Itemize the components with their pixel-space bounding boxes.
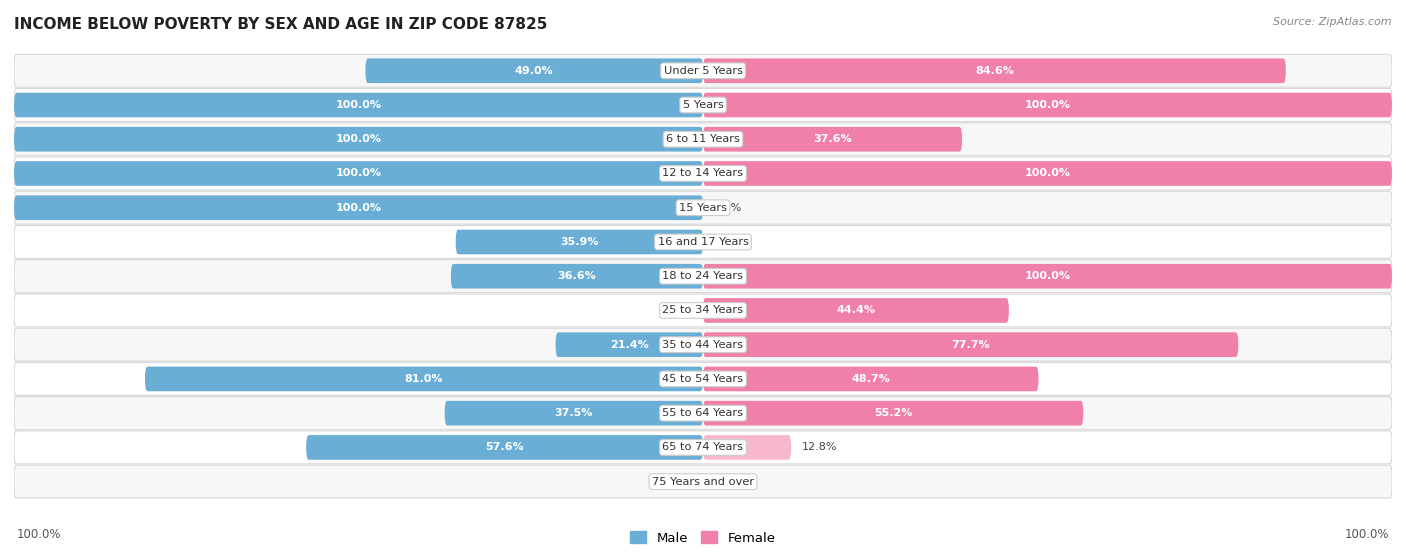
Text: 100.0%: 100.0% xyxy=(1344,528,1389,541)
Text: 100.0%: 100.0% xyxy=(1025,271,1070,281)
Text: 100.0%: 100.0% xyxy=(336,134,381,145)
Text: 75 Years and over: 75 Years and over xyxy=(652,477,754,487)
Text: 37.5%: 37.5% xyxy=(554,408,593,418)
Text: 25 to 34 Years: 25 to 34 Years xyxy=(662,305,744,315)
Text: 44.4%: 44.4% xyxy=(837,305,876,315)
FancyBboxPatch shape xyxy=(307,435,703,460)
Text: 0.0%: 0.0% xyxy=(713,477,741,487)
Text: 100.0%: 100.0% xyxy=(336,203,381,213)
FancyBboxPatch shape xyxy=(14,195,703,220)
Text: 12.8%: 12.8% xyxy=(801,442,837,453)
Text: 55 to 64 Years: 55 to 64 Years xyxy=(662,408,744,418)
FancyBboxPatch shape xyxy=(14,127,703,152)
Text: 81.0%: 81.0% xyxy=(405,374,443,384)
FancyBboxPatch shape xyxy=(145,367,703,391)
Text: Source: ZipAtlas.com: Source: ZipAtlas.com xyxy=(1274,17,1392,27)
Text: 0.0%: 0.0% xyxy=(713,203,741,213)
Text: Under 5 Years: Under 5 Years xyxy=(664,66,742,76)
FancyBboxPatch shape xyxy=(703,59,1286,83)
Text: 37.6%: 37.6% xyxy=(813,134,852,145)
FancyBboxPatch shape xyxy=(14,294,1392,327)
FancyBboxPatch shape xyxy=(14,191,1392,224)
FancyBboxPatch shape xyxy=(14,465,1392,498)
FancyBboxPatch shape xyxy=(703,435,792,460)
FancyBboxPatch shape xyxy=(14,260,1392,292)
FancyBboxPatch shape xyxy=(14,157,1392,190)
FancyBboxPatch shape xyxy=(14,93,703,117)
Text: 55.2%: 55.2% xyxy=(875,408,912,418)
Text: 0.0%: 0.0% xyxy=(665,477,693,487)
FancyBboxPatch shape xyxy=(444,401,703,426)
Text: 100.0%: 100.0% xyxy=(1025,169,1070,179)
FancyBboxPatch shape xyxy=(703,401,1083,426)
FancyBboxPatch shape xyxy=(451,264,703,288)
FancyBboxPatch shape xyxy=(14,89,1392,122)
FancyBboxPatch shape xyxy=(14,225,1392,258)
FancyBboxPatch shape xyxy=(703,298,1010,323)
Text: 35.9%: 35.9% xyxy=(560,237,599,247)
Text: INCOME BELOW POVERTY BY SEX AND AGE IN ZIP CODE 87825: INCOME BELOW POVERTY BY SEX AND AGE IN Z… xyxy=(14,17,547,32)
Text: 5 Years: 5 Years xyxy=(683,100,723,110)
Text: 36.6%: 36.6% xyxy=(558,271,596,281)
FancyBboxPatch shape xyxy=(555,333,703,357)
Text: 48.7%: 48.7% xyxy=(852,374,890,384)
FancyBboxPatch shape xyxy=(703,127,962,152)
Text: 100.0%: 100.0% xyxy=(17,528,62,541)
FancyBboxPatch shape xyxy=(14,161,703,186)
Text: 6 to 11 Years: 6 to 11 Years xyxy=(666,134,740,145)
FancyBboxPatch shape xyxy=(14,431,1392,464)
Text: 35 to 44 Years: 35 to 44 Years xyxy=(662,340,744,350)
Text: 77.7%: 77.7% xyxy=(952,340,990,350)
Text: 45 to 54 Years: 45 to 54 Years xyxy=(662,374,744,384)
Text: 0.0%: 0.0% xyxy=(713,237,741,247)
Text: 15 Years: 15 Years xyxy=(679,203,727,213)
Text: 84.6%: 84.6% xyxy=(974,66,1014,76)
FancyBboxPatch shape xyxy=(14,54,1392,87)
Text: 16 and 17 Years: 16 and 17 Years xyxy=(658,237,748,247)
FancyBboxPatch shape xyxy=(703,333,1239,357)
FancyBboxPatch shape xyxy=(703,161,1392,186)
FancyBboxPatch shape xyxy=(456,230,703,254)
FancyBboxPatch shape xyxy=(703,367,1039,391)
Text: 65 to 74 Years: 65 to 74 Years xyxy=(662,442,744,453)
FancyBboxPatch shape xyxy=(14,397,1392,430)
FancyBboxPatch shape xyxy=(14,363,1392,396)
Text: 100.0%: 100.0% xyxy=(336,169,381,179)
Text: 12 to 14 Years: 12 to 14 Years xyxy=(662,169,744,179)
Text: 21.4%: 21.4% xyxy=(610,340,648,350)
Text: 100.0%: 100.0% xyxy=(1025,100,1070,110)
FancyBboxPatch shape xyxy=(14,328,1392,361)
FancyBboxPatch shape xyxy=(703,93,1392,117)
Legend: Male, Female: Male, Female xyxy=(626,526,780,550)
Text: 100.0%: 100.0% xyxy=(336,100,381,110)
FancyBboxPatch shape xyxy=(703,264,1392,288)
Text: 57.6%: 57.6% xyxy=(485,442,524,453)
FancyBboxPatch shape xyxy=(14,123,1392,156)
Text: 49.0%: 49.0% xyxy=(515,66,554,76)
Text: 0.0%: 0.0% xyxy=(665,305,693,315)
Text: 18 to 24 Years: 18 to 24 Years xyxy=(662,271,744,281)
FancyBboxPatch shape xyxy=(366,59,703,83)
